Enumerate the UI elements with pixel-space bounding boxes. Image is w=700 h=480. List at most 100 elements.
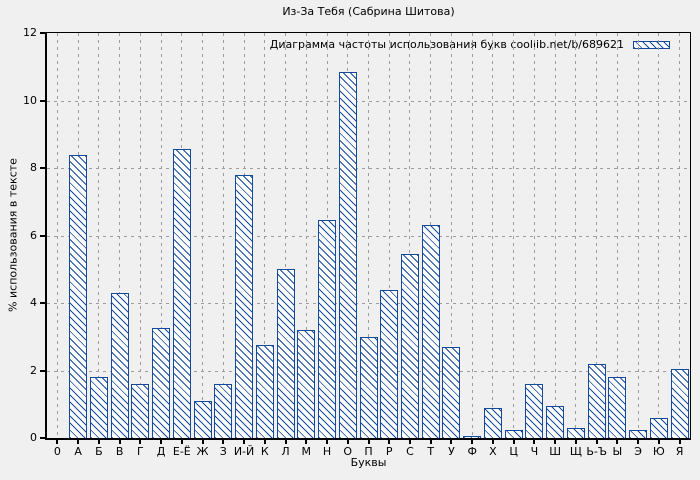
x-tick-Г: [139, 440, 142, 444]
v-gridline-Д: [160, 33, 162, 438]
bar-С: [400, 254, 419, 438]
v-gridline-К: [264, 33, 266, 438]
x-axis-label: Буквы: [350, 456, 387, 469]
x-tick-label-Р: Р: [385, 445, 393, 458]
bar-З: [214, 384, 233, 438]
bar-П: [359, 336, 378, 438]
x-tick-Ф: [471, 440, 474, 444]
y-tick-8: [40, 167, 45, 169]
bar-Б: [89, 377, 108, 438]
y-tick-0: [40, 437, 45, 439]
x-tick-Ц: [512, 440, 515, 444]
x-tick-label-Ф: Ф: [467, 445, 477, 458]
bar-О: [338, 71, 357, 438]
x-tick-label-Л: Л: [281, 445, 290, 458]
v-gridline-С: [409, 33, 411, 438]
bar-Я: [670, 368, 689, 438]
x-tick-label-К: К: [260, 445, 269, 458]
x-tick-П: [367, 440, 370, 444]
x-tick-Д: [160, 440, 163, 444]
y-tick-label-8: 8: [30, 161, 37, 174]
x-tick-label-Б: Б: [95, 445, 103, 458]
v-gridline-Ц: [513, 33, 515, 438]
bar-У: [442, 346, 461, 438]
x-tick-label-Ш: Ш: [549, 445, 562, 458]
x-tick-label-Я: Я: [675, 445, 684, 458]
y-tick-12: [40, 32, 45, 34]
x-tick-Ь-Ъ: [595, 440, 598, 444]
bar-Ю: [649, 417, 668, 438]
x-tick-label-Д: Д: [156, 445, 166, 458]
x-tick-label-В: В: [115, 445, 124, 458]
x-tick-label-М: М: [301, 445, 312, 458]
x-tick-Т: [429, 440, 432, 444]
bar-Э: [629, 429, 648, 438]
x-tick-label-Г: Г: [136, 445, 144, 458]
x-tick-С: [408, 440, 411, 444]
x-tick-label-Ю: Ю: [652, 445, 665, 458]
v-gridline-М: [305, 33, 307, 438]
x-tick-Ж: [201, 440, 204, 444]
x-tick-label-И-Й: И-Й: [233, 445, 255, 458]
x-tick-Р: [388, 440, 391, 444]
x-tick-У: [450, 440, 453, 444]
x-tick-label-Щ: Щ: [569, 445, 582, 458]
x-tick-Х: [491, 440, 494, 444]
x-tick-label-Х: Х: [489, 445, 497, 458]
y-tick-label-2: 2: [30, 363, 37, 377]
bar-А: [69, 154, 88, 438]
x-tick-Ю: [657, 440, 660, 444]
v-gridline-Ж: [202, 33, 204, 438]
x-tick-М: [305, 440, 308, 444]
bar-Ш: [546, 405, 565, 438]
x-tick-З: [222, 440, 225, 444]
y-tick-label-4: 4: [30, 296, 37, 309]
bar-Ы: [608, 377, 627, 438]
bar-Н: [318, 220, 337, 438]
x-tick-label-Ж: Ж: [196, 445, 209, 458]
x-tick-В: [118, 440, 121, 444]
v-gridline-Ь-Ъ: [596, 33, 598, 438]
y-tick-10: [40, 99, 45, 102]
x-tick-И-Й: [243, 440, 246, 444]
x-tick-Н: [326, 440, 329, 444]
v-gridline-Р: [388, 33, 390, 438]
y-tick-4: [40, 302, 45, 304]
x-tick-label-Ц: Ц: [509, 445, 518, 458]
plot-area: Диаграмма частоты использования букв coo…: [45, 32, 691, 440]
x-tick-label-Н: Н: [322, 445, 332, 458]
x-tick-label-З: З: [219, 445, 227, 458]
x-tick-label-Ы: Ы: [612, 445, 623, 458]
v-gridline-Ш: [554, 33, 556, 438]
x-tick-label-У: У: [448, 445, 455, 458]
x-tick-А: [77, 440, 80, 444]
bar-Х: [483, 407, 502, 438]
v-gridline-Х: [492, 33, 494, 438]
bar-В: [110, 292, 129, 438]
bar-Ф: [463, 436, 482, 438]
y-tick-label-0: 0: [30, 431, 37, 444]
x-tick-label-П: П: [364, 445, 373, 458]
x-tick-label-Ь-Ъ: Ь-Ъ: [586, 445, 607, 458]
v-gridline-У: [450, 33, 452, 438]
v-gridline-0: [56, 33, 58, 438]
x-tick-Ы: [616, 440, 619, 444]
x-tick-К: [263, 440, 266, 444]
v-gridline-Ч: [533, 33, 535, 438]
bar-Р: [380, 289, 399, 438]
y-tick-label-12: 12: [23, 26, 37, 39]
x-tick-0: [56, 440, 59, 444]
x-tick-Э: [637, 440, 640, 444]
bar-Е-Ё: [172, 149, 191, 438]
v-gridline-Б: [98, 33, 100, 438]
legend-label: Диаграмма частоты использования букв coo…: [269, 38, 624, 51]
v-gridline-Л: [285, 33, 287, 438]
x-tick-Ч: [533, 440, 536, 444]
bar-К: [255, 345, 274, 438]
x-tick-Л: [284, 440, 287, 444]
bar-Д: [152, 328, 171, 438]
y-tick-label-10: 10: [23, 93, 37, 107]
x-tick-label-С: С: [406, 445, 414, 458]
x-tick-label-Е-Ё: Е-Ё: [172, 445, 191, 458]
